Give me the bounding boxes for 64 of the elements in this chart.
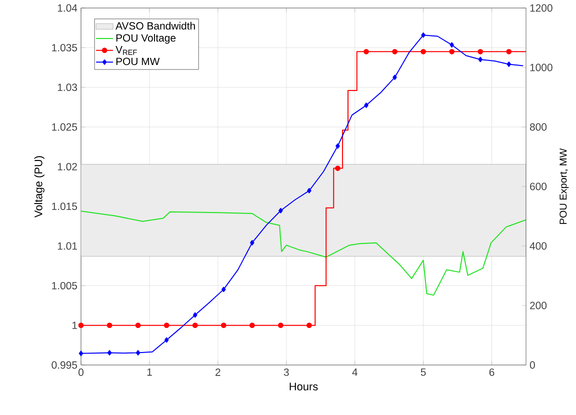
y2-tick-label: 1000 <box>530 64 552 72</box>
y2-axis-title: POU Export, MW <box>560 148 569 224</box>
x-tick-label: 1 <box>147 368 152 376</box>
y-tick-label: 1.03 <box>58 84 78 92</box>
point <box>420 48 426 54</box>
y-tick-label: 1.04 <box>58 4 78 12</box>
y-tick-label: 1.015 <box>52 202 78 210</box>
point <box>278 322 284 328</box>
y-tick-label: 0.995 <box>52 361 78 369</box>
y-tick-label: 1.025 <box>52 123 78 131</box>
point <box>421 32 426 38</box>
point <box>392 48 398 54</box>
y2-tick-label: 200 <box>530 302 547 310</box>
y2-tick-label: 0 <box>530 361 535 369</box>
y-tick-label: 1 <box>72 322 77 329</box>
x-tick-label: 4 <box>352 368 358 376</box>
point <box>335 166 340 171</box>
point <box>192 322 198 328</box>
point <box>135 322 141 328</box>
point <box>450 42 454 48</box>
y2-tick-label: 600 <box>530 182 547 190</box>
x-axis-title: Hours <box>290 382 318 390</box>
point <box>336 143 340 149</box>
point <box>250 240 254 246</box>
x-tick-label: 3 <box>284 368 289 376</box>
legend-label: POU Voltage <box>116 34 176 44</box>
point <box>506 62 512 67</box>
y-tick-label: 1.02 <box>58 162 77 170</box>
y-axis-title: Voltage (PU) <box>34 156 44 218</box>
x-tick-label: 2 <box>216 368 220 376</box>
x-tick-label: 0 <box>78 368 84 376</box>
point <box>78 322 84 328</box>
y-tick-label: 1.005 <box>52 282 78 290</box>
y2-tick-label: 1200 <box>530 4 552 12</box>
y2-tick-label: 800 <box>530 123 547 131</box>
point <box>192 312 198 318</box>
y-tick-label: 1.035 <box>52 44 78 52</box>
point <box>78 350 84 356</box>
point <box>278 208 283 214</box>
point <box>364 48 369 54</box>
point <box>106 322 112 328</box>
point <box>221 286 226 292</box>
y2-tick-label: 400 <box>530 242 547 250</box>
x-tick-label: 5 <box>420 368 426 376</box>
point <box>249 322 255 328</box>
point <box>306 322 312 328</box>
point <box>449 48 455 54</box>
point <box>392 74 397 80</box>
point <box>164 337 169 343</box>
point <box>164 322 170 328</box>
y-tick-label: 1.01 <box>58 242 77 250</box>
point <box>107 350 112 356</box>
point <box>136 350 140 356</box>
point <box>478 48 484 54</box>
point <box>220 322 226 328</box>
line-series <box>81 210 526 296</box>
x-tick-label: 6 <box>489 368 494 376</box>
point <box>364 102 368 108</box>
legend-label: POU MW <box>116 58 160 66</box>
legend-label: AVSO Bandwidth <box>116 22 195 30</box>
point <box>478 56 483 62</box>
point <box>506 48 512 54</box>
point <box>307 188 312 194</box>
legend-label: V$_{REF}$ <box>116 46 137 55</box>
